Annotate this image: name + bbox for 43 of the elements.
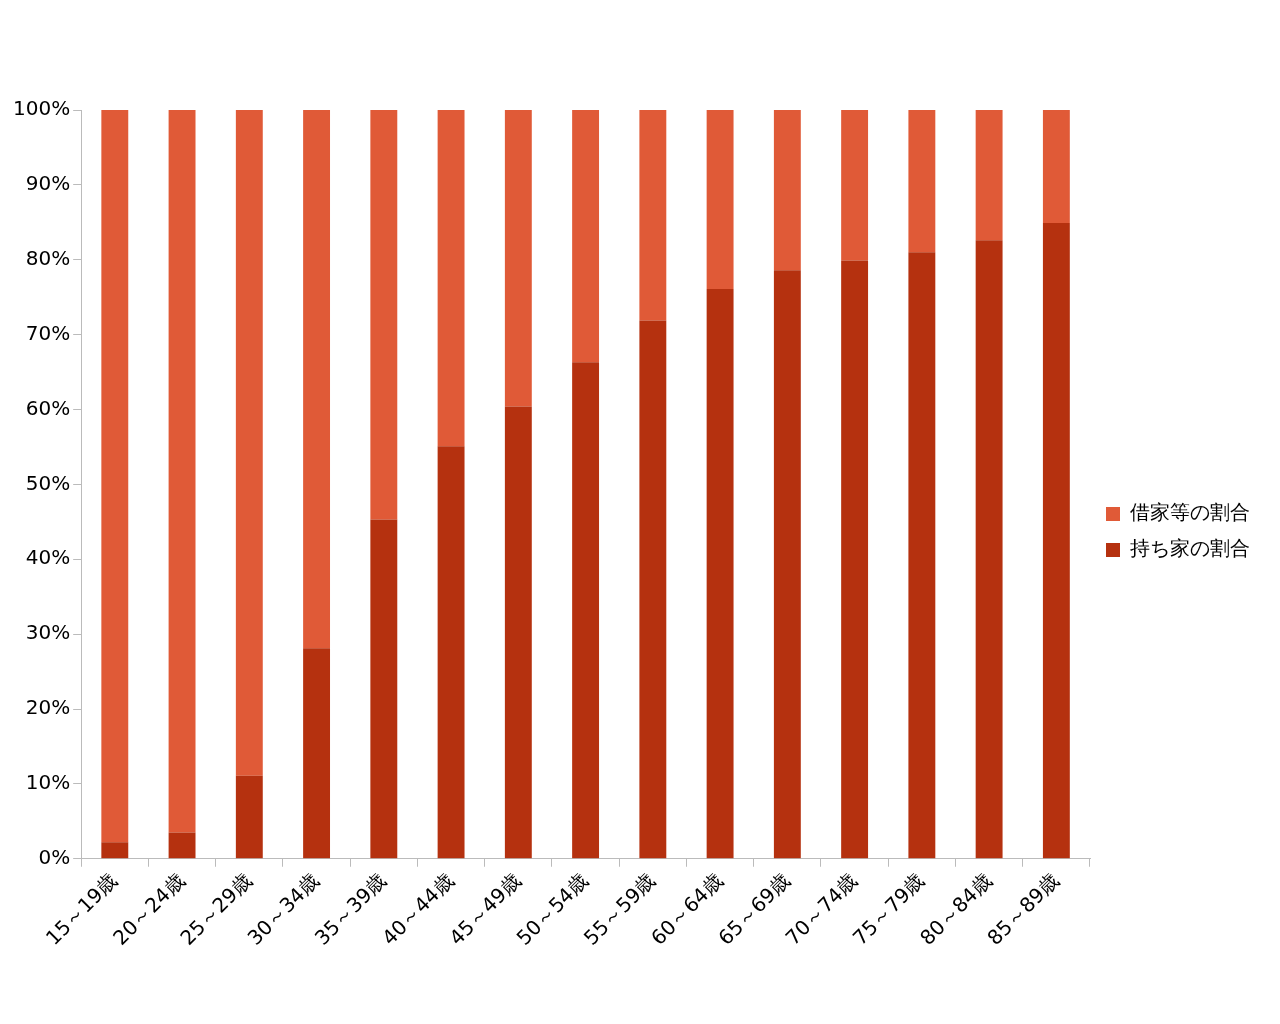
y-tick-label: 70% bbox=[25, 320, 71, 345]
bar bbox=[101, 110, 129, 843]
y-tick-label: 60% bbox=[25, 395, 71, 420]
bar bbox=[706, 288, 734, 859]
bar bbox=[1042, 110, 1070, 224]
bar bbox=[370, 519, 398, 859]
y-tick-label: 40% bbox=[25, 545, 71, 570]
bar bbox=[706, 110, 734, 289]
bar bbox=[773, 110, 801, 271]
bar bbox=[370, 110, 398, 520]
y-tick-label: 90% bbox=[25, 171, 71, 196]
bar bbox=[572, 110, 600, 363]
bar bbox=[504, 110, 532, 407]
y-tick-label: 100% bbox=[12, 96, 71, 121]
bar bbox=[235, 110, 263, 776]
y-tick-label: 0% bbox=[38, 844, 71, 869]
y-tick-label: 30% bbox=[25, 620, 71, 645]
bar bbox=[639, 110, 667, 321]
bar bbox=[773, 270, 801, 859]
bar bbox=[639, 320, 667, 859]
y-tick-label: 10% bbox=[25, 770, 71, 795]
bar bbox=[437, 446, 465, 859]
bar bbox=[303, 110, 331, 649]
bar bbox=[101, 842, 129, 859]
bar bbox=[235, 775, 263, 859]
bar bbox=[303, 648, 331, 859]
y-tick-label: 80% bbox=[25, 245, 71, 270]
bar bbox=[908, 110, 936, 253]
bar bbox=[437, 110, 465, 447]
bar bbox=[572, 362, 600, 859]
bar bbox=[975, 240, 1003, 859]
y-tick-label: 50% bbox=[25, 470, 71, 495]
bar bbox=[168, 110, 196, 833]
legend-label: 持ち家の割合 bbox=[1130, 536, 1250, 561]
bar bbox=[504, 406, 532, 859]
y-tick-label: 20% bbox=[25, 695, 71, 720]
bar bbox=[841, 110, 869, 261]
bar bbox=[908, 252, 936, 859]
bar bbox=[168, 832, 196, 859]
bar bbox=[975, 110, 1003, 241]
legend-label: 借家等の割合 bbox=[1130, 500, 1250, 525]
bar bbox=[841, 260, 869, 859]
bar bbox=[1042, 223, 1070, 859]
